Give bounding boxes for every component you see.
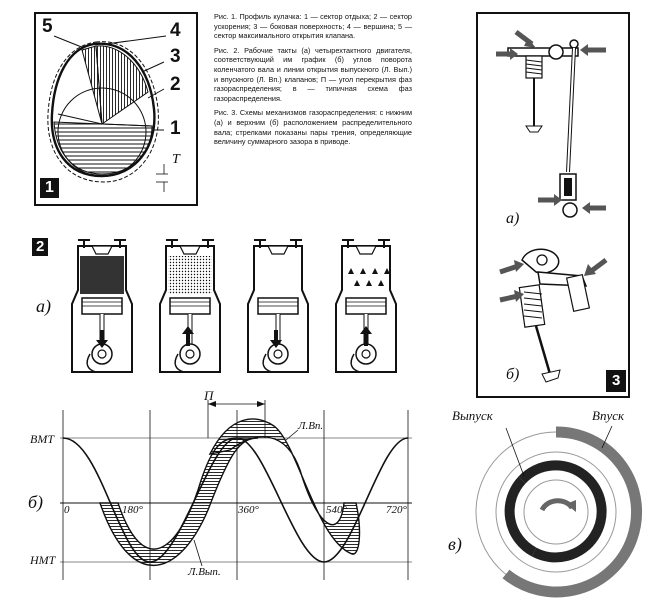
figure-1-cam-profile: 5 4 3 2 1 T 1 (34, 12, 198, 206)
label-1: 1 (170, 118, 181, 139)
caption-fig-2: Рис. 2. Рабочие такты (а) четырехтактног… (214, 45, 412, 103)
exhaust-label: Выпуск (452, 408, 493, 423)
fig3-label-a: а) (506, 210, 520, 227)
fig2-label-c: в) (448, 534, 462, 554)
figure-3-valve-mechanisms: а) б) 3 (476, 12, 630, 398)
caption-fig-1: Рис. 1. Профиль кулачка: 1 — сектор отды… (214, 12, 412, 41)
cam-profile-drawing (47, 35, 168, 192)
fig2-label-a: а) (36, 296, 51, 316)
figure-1-badge: 1 (40, 178, 59, 198)
valve-lift-graph (60, 400, 412, 580)
tick-180: 180° (122, 504, 143, 516)
exhaust-line-label: Л.Вып. (188, 566, 221, 578)
intake-line-label: Л.Вп. (298, 420, 324, 432)
label-clearance-t: T (172, 152, 180, 167)
tick-720: 720° (386, 504, 407, 516)
caption-fig-3: Рис. 3. Схемы механизмов газораспределен… (214, 108, 412, 147)
label-4: 4 (170, 20, 181, 41)
tdc-label: ВМТ (30, 432, 54, 446)
stroke-cylinders-drawing (70, 234, 400, 384)
tick-540: 540° (326, 504, 347, 516)
timing-circle-drawing (475, 425, 643, 598)
intake-label: Впуск (592, 408, 625, 423)
label-3: 3 (170, 46, 181, 67)
overlap-label: П (204, 388, 214, 403)
label-2: 2 (170, 74, 181, 95)
fig2-label-b: б) (28, 492, 44, 512)
crank-angle-graph: П Л.Вп. Л.Вып. 0 180° 360° 540° 720° (60, 388, 420, 596)
tick-360: 360° (238, 504, 259, 516)
figure-3-badge: 3 (606, 370, 627, 392)
captions: Рис. 1. Профиль кулачка: 1 — сектор отды… (214, 12, 412, 152)
four-stroke-cycle (70, 234, 400, 384)
valve-timing-circle (466, 420, 646, 600)
label-5: 5 (42, 16, 53, 37)
valve-mechanism-drawing (496, 30, 608, 383)
fig3-label-b: б) (506, 366, 520, 383)
bdc-label: НМТ (30, 553, 56, 567)
tick-0: 0 (64, 504, 70, 516)
figure-2-badge: 2 (32, 238, 49, 256)
